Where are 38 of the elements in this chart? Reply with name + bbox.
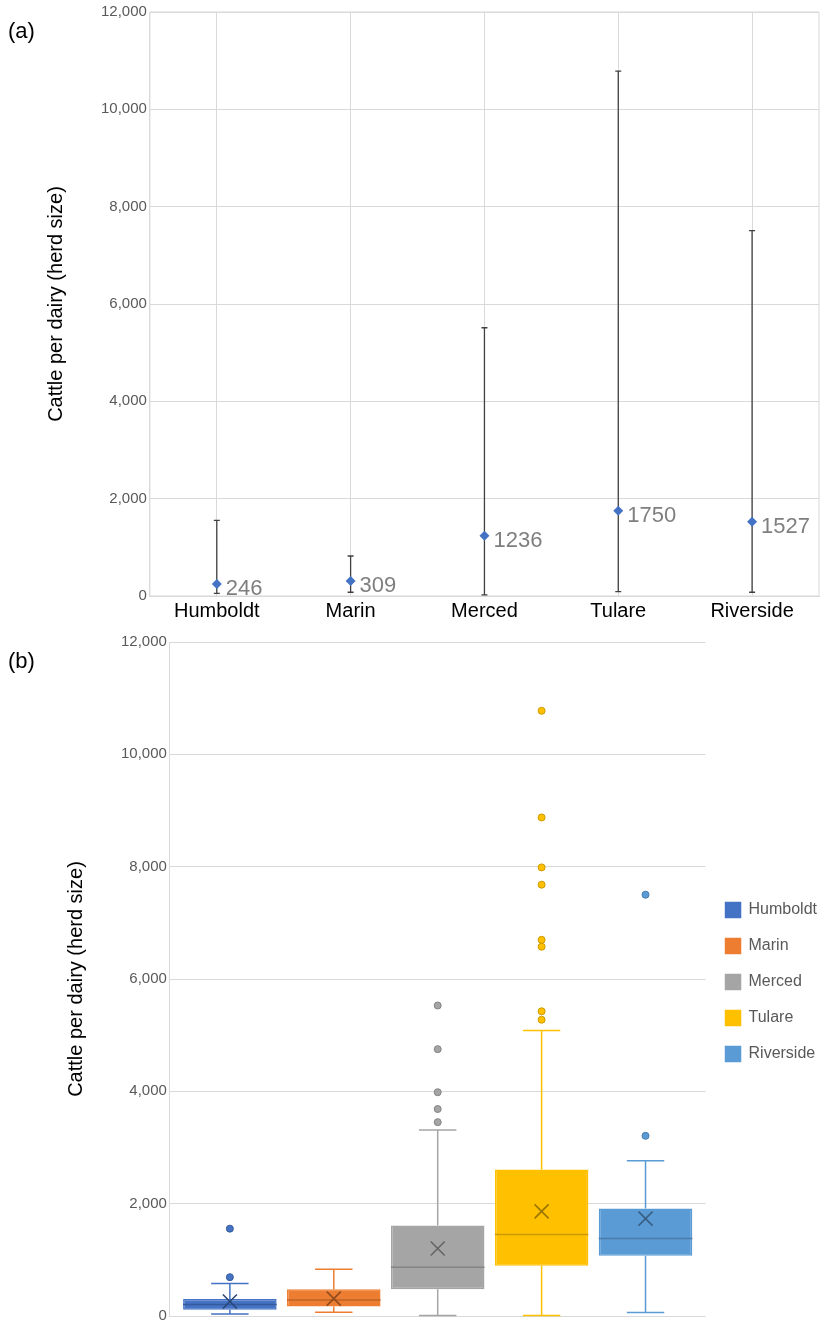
x-tick-label: Tulare [590, 598, 647, 621]
data-label: 1750 [627, 501, 677, 527]
data-label: 309 [359, 572, 397, 598]
y-tick-label: 2,000 [109, 488, 147, 506]
y-tick-label: 12,000 [100, 2, 147, 20]
legend-label: Marin [748, 936, 789, 954]
y-axis-title: Cattle per dairy (herd size) [63, 861, 86, 1097]
y-tick-label: 10,000 [120, 744, 167, 762]
point [345, 575, 356, 586]
x-tick-label: Humboldt [173, 598, 261, 621]
point [747, 516, 758, 527]
y-tick-label: 4,000 [129, 1081, 167, 1099]
data-label: 1527 [761, 512, 811, 538]
y-tick-label: 10,000 [100, 99, 147, 117]
x-tick-label: Riverside [710, 598, 794, 621]
legend-label: Riverside [748, 1044, 816, 1062]
y-tick-label: 12,000 [120, 632, 167, 650]
y-tick-label: 8,000 [109, 196, 147, 214]
y-axis-title: Cattle per dairy (herd size) [43, 186, 66, 422]
legend-label: Tulare [748, 1008, 794, 1026]
point [211, 579, 222, 590]
data-label: 246 [225, 575, 263, 601]
chart-title: (b) [8, 648, 35, 674]
point [613, 505, 624, 516]
y-tick-label: 8,000 [129, 856, 167, 874]
legend-label: Merced [748, 972, 802, 990]
x-tick-label: Marin [325, 598, 376, 621]
y-tick-label: 0 [158, 1306, 167, 1324]
chart-title: (a) [8, 18, 35, 44]
y-tick-label: 6,000 [129, 969, 167, 987]
legend-label: Humboldt [748, 900, 818, 918]
point [479, 530, 490, 541]
x-tick-label: Merced [451, 598, 518, 621]
y-tick-label: 2,000 [129, 1193, 167, 1211]
data-label: 1236 [493, 526, 543, 552]
y-tick-label: 4,000 [109, 391, 147, 409]
y-tick-label: 6,000 [109, 294, 147, 312]
y-tick-label: 0 [138, 586, 147, 604]
